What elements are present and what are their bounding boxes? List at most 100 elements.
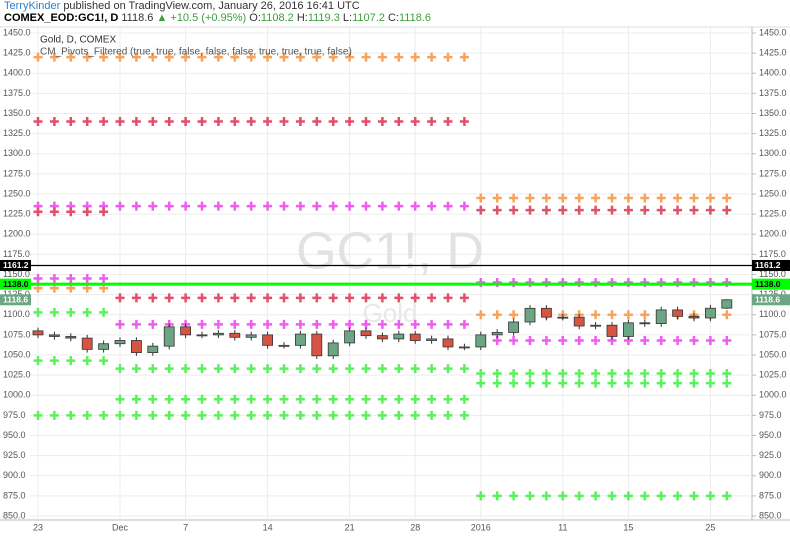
pivot-marker xyxy=(213,319,223,329)
pivot-marker xyxy=(427,410,437,420)
y-tick-label: 1050.0 xyxy=(759,349,787,359)
pivot-marker xyxy=(115,52,125,62)
y-tick-label-left: 1025.0 xyxy=(3,370,31,380)
pivot-marker xyxy=(443,364,453,374)
pivot-marker xyxy=(246,394,256,404)
price-badge-label: 1138.0 xyxy=(755,279,781,289)
pivot-marker xyxy=(66,307,76,317)
pivot-marker xyxy=(263,201,273,211)
pivot-marker xyxy=(722,369,732,379)
y-tick-label: 1300.0 xyxy=(759,148,787,158)
y-tick-label: 850.0 xyxy=(759,510,782,520)
up-arrow-icon: ▲ xyxy=(156,12,168,24)
x-tick-label: 14 xyxy=(263,522,273,532)
pivot-marker xyxy=(197,319,207,329)
pivot-marker xyxy=(131,394,141,404)
pivot-marker xyxy=(722,205,732,215)
pivot-marker xyxy=(99,207,109,217)
pivot-marker xyxy=(427,201,437,211)
pivot-marker xyxy=(279,410,289,420)
pivot-marker xyxy=(377,52,387,62)
ohlc-label: O: xyxy=(249,12,261,24)
pivot-marker xyxy=(279,52,289,62)
price-badge-label: 1161.2 xyxy=(3,260,29,270)
pivot-marker xyxy=(640,310,650,320)
price-badge-right xyxy=(752,259,790,271)
pivot-marker xyxy=(492,378,502,388)
price-badge-label: 1118.6 xyxy=(3,295,28,305)
y-tick-label-left: 1150.0 xyxy=(3,269,30,279)
candle-body xyxy=(163,326,175,347)
pivot-marker xyxy=(640,205,650,215)
candle-body xyxy=(475,334,487,348)
price-badge-right xyxy=(752,294,790,306)
pivot-marker xyxy=(722,378,732,388)
pivot-marker xyxy=(131,364,141,374)
pivot-marker xyxy=(279,319,289,329)
pivot-marker xyxy=(591,310,601,320)
candle-body xyxy=(573,316,585,327)
pivot-marker xyxy=(673,369,683,379)
pivot-marker xyxy=(623,369,633,379)
pivot-marker xyxy=(558,378,568,388)
pivot-marker xyxy=(345,201,355,211)
pivot-marker xyxy=(99,307,109,317)
last-price: 1118.6 xyxy=(121,12,154,24)
pivot-marker xyxy=(230,319,240,329)
pivot-marker xyxy=(459,117,469,127)
pivot-marker xyxy=(148,52,158,62)
y-tick-label-left: 1225.0 xyxy=(3,209,31,219)
pivot-marker xyxy=(345,319,355,329)
candle-body xyxy=(639,322,651,325)
pivot-marker xyxy=(295,394,305,404)
pivot-marker xyxy=(443,394,453,404)
price-badge-label: 1118.6 xyxy=(755,295,780,305)
ohlc-label: C: xyxy=(387,12,399,24)
pivot-marker xyxy=(673,336,683,346)
pivot-marker xyxy=(574,491,584,501)
pivot-marker xyxy=(476,369,486,379)
pivot-marker xyxy=(377,319,387,329)
pivot-marker xyxy=(476,310,486,320)
pivot-marker xyxy=(705,369,715,379)
pivot-marker xyxy=(394,410,404,420)
pivot-marker xyxy=(312,410,322,420)
pivot-marker xyxy=(541,378,551,388)
ohlc-value: 1118.6 xyxy=(398,12,431,24)
pivot-marker xyxy=(558,491,568,501)
pivot-marker xyxy=(328,364,338,374)
pivot-marker xyxy=(722,491,732,501)
pivot-marker xyxy=(394,52,404,62)
candle-body xyxy=(212,332,224,336)
pivot-marker xyxy=(99,410,109,420)
pivot-marker xyxy=(164,293,174,303)
y-tick-label-left: 1350.0 xyxy=(3,108,31,118)
pivot-marker xyxy=(640,369,650,379)
pivot-marker xyxy=(607,491,617,501)
pivot-marker xyxy=(66,356,76,366)
ohlc-value: 1107.2 xyxy=(352,12,385,24)
pivot-marker xyxy=(443,117,453,127)
pivot-marker xyxy=(656,336,666,346)
pivot-marker xyxy=(99,274,109,284)
pivot-marker xyxy=(148,117,158,127)
indicator-label: CM_Pivots_Filtered (true, true, false, f… xyxy=(40,47,352,58)
candle-body xyxy=(606,324,618,337)
pivot-marker xyxy=(295,293,305,303)
author-link[interactable]: TerryKinder xyxy=(4,0,61,12)
pivot-marker xyxy=(410,117,420,127)
pivot-marker xyxy=(230,394,240,404)
pivot-marker xyxy=(607,369,617,379)
pivot-marker xyxy=(33,207,43,217)
pivot-marker xyxy=(574,336,584,346)
candle-body xyxy=(393,333,405,340)
pivot-marker xyxy=(164,117,174,127)
pivot-marker xyxy=(525,378,535,388)
y-tick-label: 975.0 xyxy=(759,410,782,420)
pivot-marker xyxy=(345,410,355,420)
pivot-marker xyxy=(66,207,76,217)
pivot-marker xyxy=(66,274,76,284)
pivot-marker xyxy=(656,193,666,203)
pivot-marker xyxy=(673,378,683,388)
